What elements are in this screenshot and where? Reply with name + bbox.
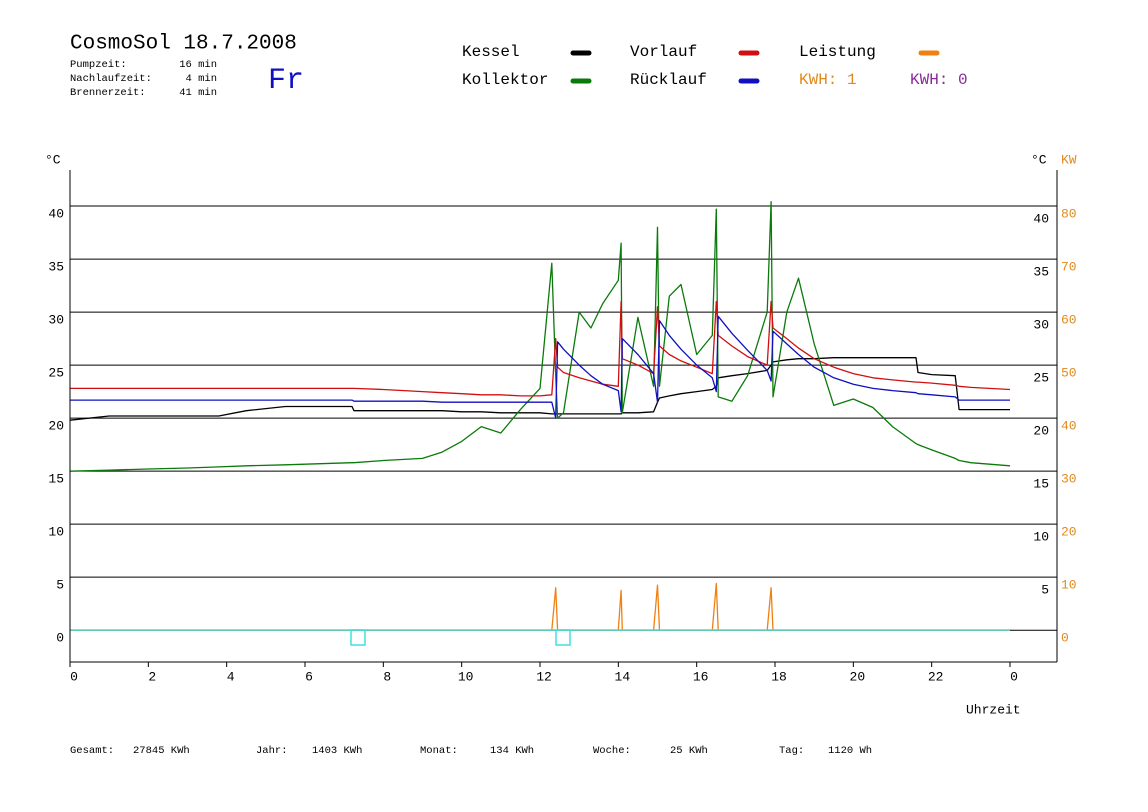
- y2-tick-label: 10: [1061, 578, 1077, 593]
- y2-tick-label: 30: [1061, 472, 1077, 487]
- y2-tick-label: 70: [1061, 260, 1077, 275]
- total-label: Woche:: [593, 745, 631, 757]
- x-tick-label: 22: [928, 669, 944, 684]
- total-label: Monat:: [420, 745, 458, 757]
- chart-title: CosmoSol 18.7.2008: [70, 33, 297, 56]
- y-tick-label: 25: [48, 366, 64, 381]
- series-line: [69, 201, 1011, 472]
- total-value: 1403 KWh: [312, 745, 362, 757]
- y-tick-label: 40: [48, 206, 64, 221]
- info-value: 16 min: [179, 59, 217, 71]
- y-tick-label-right: 40: [1033, 211, 1049, 226]
- legend-label: Vorlauf: [630, 43, 697, 61]
- x-tick-label: 2: [148, 669, 156, 684]
- legend-label: Kessel: [462, 43, 520, 61]
- y-tick-label-right: 15: [1033, 477, 1049, 492]
- y-axis-label-right: °C: [1031, 152, 1047, 167]
- pump-marker: [555, 629, 571, 646]
- y-axis-label: °C: [45, 152, 61, 167]
- legend-label: Leistung: [799, 43, 876, 61]
- x-tick-label: 12: [536, 669, 552, 684]
- y-tick-label: 10: [48, 525, 64, 540]
- y-tick-label-right: 25: [1033, 371, 1049, 386]
- kwh-label: KWH: 1: [799, 71, 857, 89]
- y-tick-label: 0: [56, 631, 64, 646]
- info-label: Nachlaufzeit:: [70, 73, 152, 85]
- y-tick-label-right: 10: [1033, 530, 1049, 545]
- total-value: 1120 Wh: [828, 745, 872, 757]
- y-tick-label: 15: [48, 472, 64, 487]
- y-tick-label-right: 30: [1033, 318, 1049, 333]
- y2-axis-label: KW: [1061, 152, 1077, 167]
- y2-tick-label: 80: [1061, 206, 1077, 221]
- y2-tick-label: 20: [1061, 525, 1077, 540]
- total-label: Tag:: [779, 745, 804, 757]
- total-label: Jahr:: [256, 745, 288, 757]
- info-label: Pumpzeit:: [70, 59, 127, 71]
- info-label: Brennerzeit:: [70, 87, 146, 99]
- total-value: 27845 KWh: [133, 745, 190, 757]
- x-tick-label: 14: [615, 669, 631, 684]
- x-tick-label: 0: [70, 669, 78, 684]
- y2-tick-label: 0: [1061, 631, 1069, 646]
- x-axis-label: Uhrzeit: [966, 702, 1021, 717]
- pump-marker: [350, 629, 366, 646]
- y-tick-label-right: 20: [1033, 424, 1049, 439]
- total-label: Gesamt:: [70, 745, 114, 757]
- x-tick-label: 0: [1010, 669, 1018, 684]
- legend-label: Rücklauf: [630, 71, 707, 89]
- info-value: 4 min: [185, 73, 217, 85]
- x-tick-label: 8: [383, 669, 391, 684]
- total-value: 134 KWh: [490, 745, 534, 757]
- x-tick-label: 6: [305, 669, 313, 684]
- x-tick-label: 10: [458, 669, 474, 684]
- y-tick-label: 5: [56, 578, 64, 593]
- y-tick-label-right: 35: [1033, 265, 1049, 280]
- x-tick-label: 4: [227, 669, 235, 684]
- total-value: 25 KWh: [670, 745, 708, 757]
- y-tick-label: 35: [48, 260, 64, 275]
- x-tick-label: 18: [771, 669, 787, 684]
- y2-tick-label: 40: [1061, 419, 1077, 434]
- x-tick-label: 20: [850, 669, 866, 684]
- y-tick-label: 20: [48, 419, 64, 434]
- y2-tick-label: 50: [1061, 366, 1077, 381]
- series-line: [70, 300, 1011, 397]
- legend-label: Kollektor: [462, 71, 548, 89]
- info-value: 41 min: [179, 87, 217, 99]
- x-tick-label: 16: [693, 669, 709, 684]
- y-tick-label: 30: [48, 313, 64, 328]
- kwh-label: KWH: 0: [910, 71, 968, 89]
- series-line: [69, 357, 1010, 421]
- series-line: [70, 315, 1010, 419]
- y2-tick-label: 60: [1061, 313, 1077, 328]
- y-tick-label-right: 5: [1041, 583, 1049, 598]
- weekday: Fr: [268, 64, 304, 98]
